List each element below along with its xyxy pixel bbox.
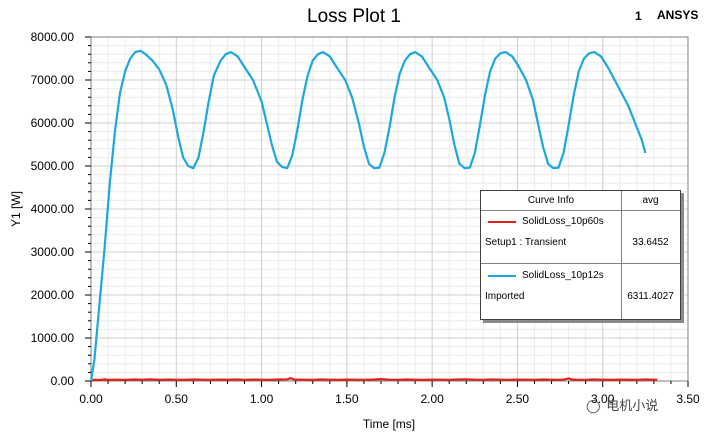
x-tick-label: 1.00 bbox=[250, 392, 274, 406]
legend-series-avg: 33.6452 bbox=[632, 237, 669, 248]
legend-entry: SolidLoss_10p60s Setup1 : Transient 33.6… bbox=[481, 210, 680, 262]
y-tick-label: 1000.00 bbox=[31, 331, 75, 345]
x-ticks: 0.00 0.50 1.00 1.50 2.00 2.50 3.00 3.50 bbox=[79, 381, 700, 406]
y-tick-label: 6000.00 bbox=[31, 116, 75, 130]
series-line-1 bbox=[89, 49, 647, 382]
series-line-0 bbox=[90, 377, 658, 383]
legend-series-setup: Imported bbox=[485, 291, 525, 302]
legend-series-setup: Setup1 : Transient bbox=[485, 237, 567, 248]
y-tick-label: 2000.00 bbox=[31, 288, 75, 302]
x-tick-label: 0.50 bbox=[165, 392, 189, 406]
brand-logo-text: ANSYS bbox=[657, 8, 699, 22]
legend-swatch-blue bbox=[488, 275, 516, 277]
plot-title: Loss Plot 1 bbox=[307, 6, 401, 27]
y-tick-label: 8000.00 bbox=[31, 30, 75, 44]
y-tick-label: 7000.00 bbox=[31, 73, 75, 87]
legend-series-name: SolidLoss_10p12s bbox=[522, 270, 604, 281]
x-tick-label: 1.50 bbox=[335, 392, 359, 406]
y-tick-label: 3000.00 bbox=[31, 245, 75, 259]
watermark-text: 电机小说 bbox=[606, 398, 659, 413]
plot-number: 1 bbox=[635, 9, 642, 23]
legend-header-avg: avg bbox=[642, 195, 659, 206]
legend-series-name: SolidLoss_10p60s bbox=[522, 216, 604, 227]
series-group bbox=[89, 49, 658, 383]
watermark: ◯ 电机小说 bbox=[586, 395, 658, 414]
y-tick-label: 4000.00 bbox=[31, 202, 75, 216]
x-tick-label: 3.50 bbox=[676, 392, 700, 406]
y-axis-label: Y1 [W] bbox=[9, 191, 23, 227]
legend-series-avg: 6311.4027 bbox=[627, 291, 674, 302]
legend-header: Curve Info avg bbox=[481, 191, 680, 211]
x-tick-label: 2.00 bbox=[420, 392, 444, 406]
y-tick-label: 0.00 bbox=[51, 374, 75, 388]
legend-header-curve: Curve Info bbox=[527, 195, 575, 206]
legend-divider-vertical bbox=[621, 191, 622, 319]
x-tick-label: 0.00 bbox=[79, 392, 103, 406]
x-tick-label: 3.00 bbox=[591, 392, 615, 406]
x-axis-label: Time [ms] bbox=[363, 417, 415, 431]
legend-entry: SolidLoss_10p12s Imported 6311.4027 bbox=[481, 264, 680, 316]
y-ticks: 0.00 1000.00 2000.00 3000.00 4000.00 5000.00 6… bbox=[31, 30, 91, 388]
x-tick-label: 2.50 bbox=[506, 392, 530, 406]
legend-divider-horizontal bbox=[481, 263, 680, 264]
y-tick-label: 5000.00 bbox=[31, 159, 75, 173]
curve-info-legend: Curve Info avg SolidLoss_10p60s Setup1 :… bbox=[480, 190, 681, 320]
wechat-icon: ◯ bbox=[586, 398, 601, 413]
legend-swatch-red bbox=[488, 221, 516, 223]
